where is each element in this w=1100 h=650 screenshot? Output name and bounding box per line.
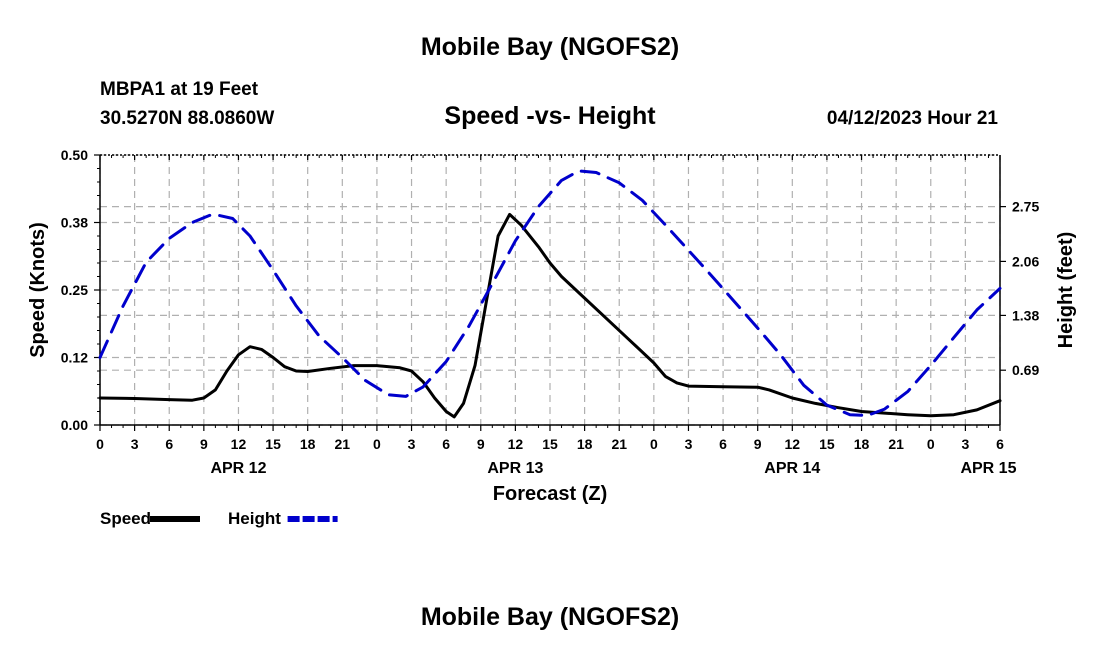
x-tick-label: 9 bbox=[200, 436, 208, 452]
x-axis-ticks: 0 3 6 9 12 15 18 21 0 3 6 9 12 15 18 21 0 3 6 9 12 15 18 21 0 3 6 A… bbox=[96, 155, 1017, 477]
legend-label-speed: Speed bbox=[100, 509, 151, 528]
y-left-tick-label: 0.00 bbox=[61, 417, 88, 433]
x-tick-label: 18 bbox=[300, 436, 316, 452]
y-left-tick-label: 0.38 bbox=[61, 215, 88, 231]
x-tick-label: 6 bbox=[996, 436, 1004, 452]
x-tick-label: 21 bbox=[335, 436, 351, 452]
date-label: APR 14 bbox=[764, 460, 820, 477]
station-label: MBPA1 at 19 Feet bbox=[100, 79, 259, 100]
x-tick-label: 21 bbox=[611, 436, 627, 452]
coords-label: 30.5270N 88.0860W bbox=[100, 108, 274, 129]
x-tick-label: 12 bbox=[508, 436, 524, 452]
x-tick-label: 3 bbox=[408, 436, 416, 452]
legend-label-height: Height bbox=[228, 509, 281, 528]
x-tick-label: 0 bbox=[927, 436, 935, 452]
y-left-tick-label: 0.12 bbox=[61, 350, 88, 366]
series-line-height bbox=[98, 169, 1002, 417]
x-tick-label: 3 bbox=[685, 436, 693, 452]
footer-title: Mobile Bay (NGOFS2) bbox=[421, 603, 679, 631]
x-tick-label: 9 bbox=[754, 436, 762, 452]
x-tick-label: 0 bbox=[650, 436, 658, 452]
y-left-tick-label: 0.25 bbox=[61, 282, 88, 298]
x-tick-label: 15 bbox=[542, 436, 558, 452]
legend: Speed Height bbox=[100, 509, 338, 528]
date-label: APR 15 bbox=[960, 460, 1016, 477]
date-label: APR 12 bbox=[210, 460, 266, 477]
chart-title: Mobile Bay (NGOFS2) bbox=[421, 33, 679, 61]
series-line-speed bbox=[98, 212, 1002, 419]
y-right-tick-label: 1.38 bbox=[1012, 307, 1039, 323]
x-tick-label: 0 bbox=[373, 436, 381, 452]
date-label: APR 13 bbox=[487, 460, 543, 477]
x-tick-label: 6 bbox=[719, 436, 727, 452]
x-tick-label: 6 bbox=[165, 436, 173, 452]
y-axis-left-label: Speed (Knots) bbox=[27, 222, 49, 358]
run-time-label: 04/12/2023 Hour 21 bbox=[827, 108, 999, 129]
x-tick-label: 12 bbox=[785, 436, 801, 452]
x-tick-label: 12 bbox=[231, 436, 247, 452]
x-tick-label: 18 bbox=[854, 436, 870, 452]
y-axis-left-ticks: 0.00 0.12 0.25 0.38 0.50 bbox=[61, 147, 100, 433]
y-axis-right-ticks: 0.69 1.38 2.06 2.75 bbox=[1000, 199, 1039, 378]
x-tick-label: 3 bbox=[131, 436, 139, 452]
x-tick-label: 0 bbox=[96, 436, 104, 452]
x-tick-label: 15 bbox=[265, 436, 281, 452]
x-tick-label: 6 bbox=[442, 436, 450, 452]
x-tick-label: 3 bbox=[961, 436, 969, 452]
x-tick-label: 15 bbox=[819, 436, 835, 452]
y-axis-right-label: Height (feet) bbox=[1055, 232, 1077, 349]
series-group bbox=[98, 169, 1002, 419]
chart-subtitle: Speed -vs- Height bbox=[444, 102, 656, 130]
x-tick-label: 18 bbox=[577, 436, 593, 452]
x-axis-label: Forecast (Z) bbox=[493, 483, 607, 505]
x-tick-label: 21 bbox=[888, 436, 904, 452]
y-left-tick-label: 0.50 bbox=[61, 147, 88, 163]
y-right-tick-label: 0.69 bbox=[1012, 362, 1039, 378]
y-right-tick-label: 2.75 bbox=[1012, 199, 1039, 215]
y-right-tick-label: 2.06 bbox=[1012, 253, 1039, 269]
x-tick-label: 9 bbox=[477, 436, 485, 452]
